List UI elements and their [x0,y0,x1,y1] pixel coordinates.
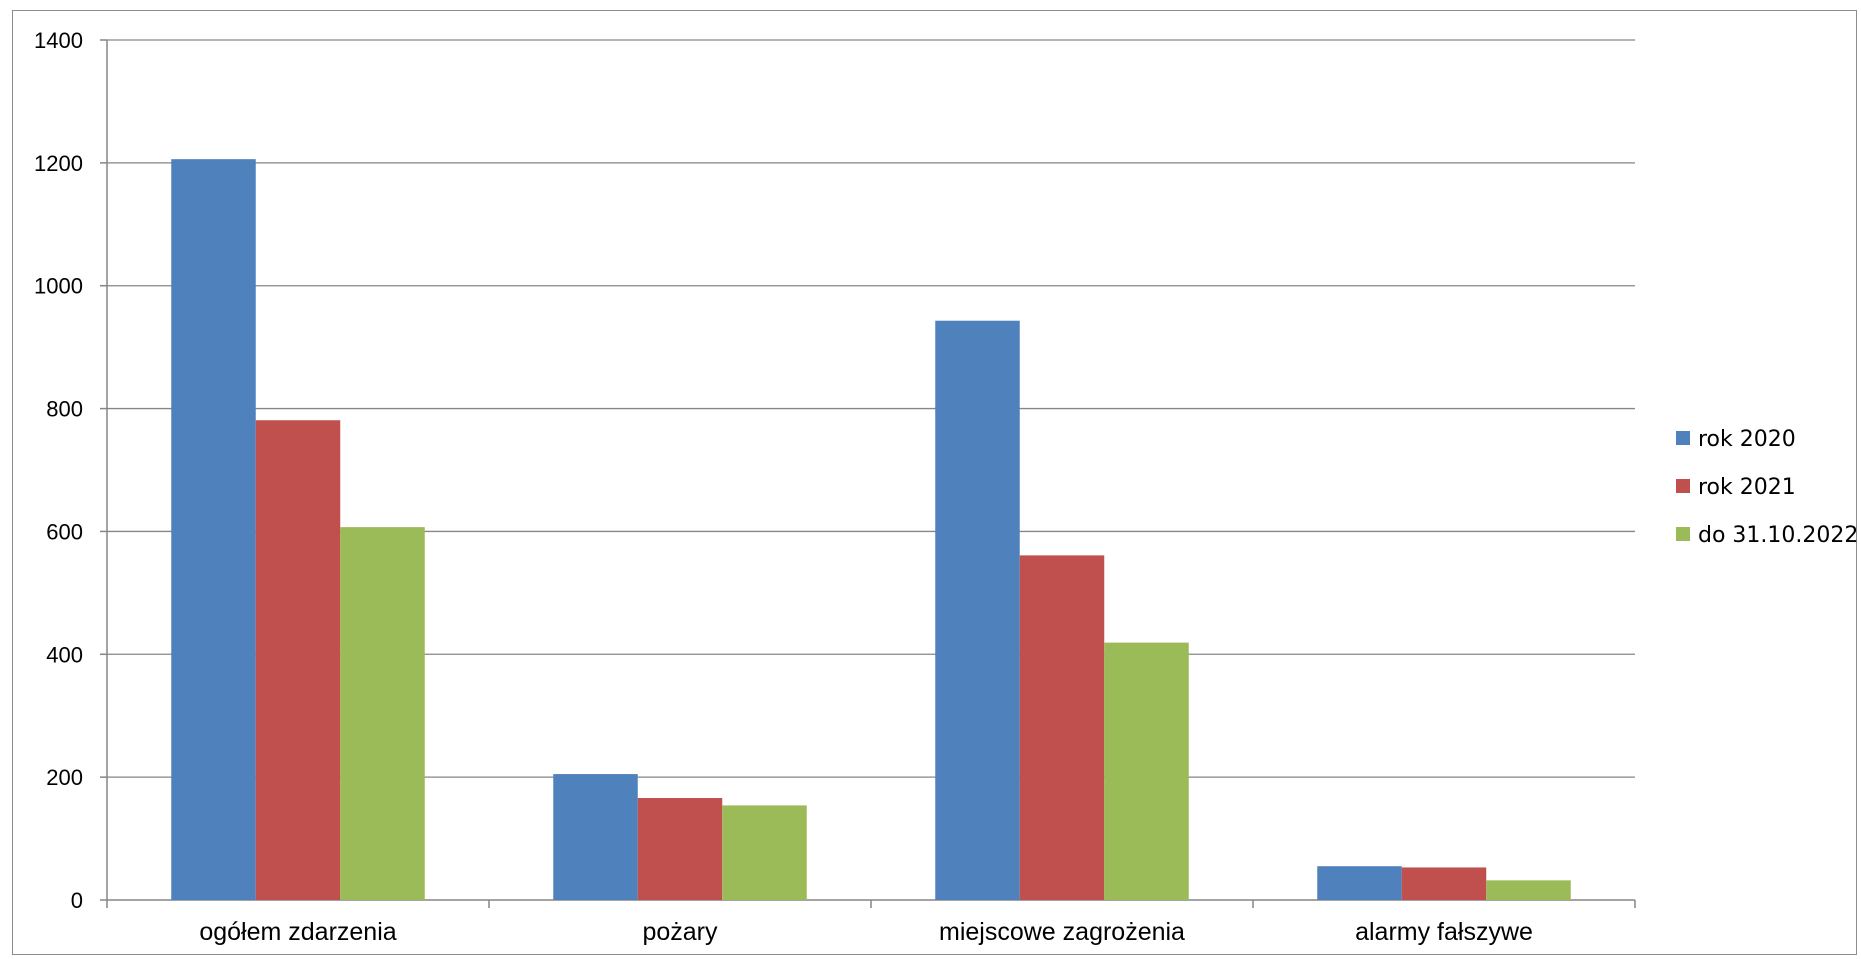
x-category-label-1: ogółem zdarzenia [199,918,396,946]
legend-swatch-2 [1676,479,1690,493]
bar-3-series-2 [1019,555,1105,900]
bar-1-series-1 [171,159,256,900]
legend-swatch-1 [1676,431,1690,445]
legend-label-1: rok 2020 [1698,427,1796,452]
bar-1-series-2 [255,420,341,900]
y-tick-label-1400: 1400 [34,28,83,53]
y-tick-label-600: 600 [46,519,83,544]
y-tick-label-400: 400 [46,642,83,667]
bar-2-series-2 [637,798,723,900]
bar-3-series-3 [1104,642,1189,900]
bar-1-series-3 [340,527,425,900]
x-category-label-4: alarmy fałszywe [1355,918,1533,946]
bar-4-series-3 [1486,880,1571,900]
x-category-label-3: miejscowe zagrożenia [939,918,1185,946]
y-tick-label-1000: 1000 [34,274,83,299]
legend-label-2: rok 2021 [1698,475,1796,500]
x-category-label-2: pożary [642,918,718,946]
y-tick-label-800: 800 [46,397,83,422]
bar-4-series-2 [1401,867,1487,900]
bar-4-series-1 [1317,866,1402,900]
bar-3-series-1 [935,320,1020,900]
bar-2-series-3 [722,805,807,900]
y-tick-label-1200: 1200 [34,151,83,176]
y-tick-label-0: 0 [71,888,83,913]
bar-2-series-1 [553,774,638,900]
y-tick-label-200: 200 [46,765,83,790]
legend-swatch-3 [1676,527,1690,541]
legend-label-3: do 31.10.2022 [1698,523,1858,548]
